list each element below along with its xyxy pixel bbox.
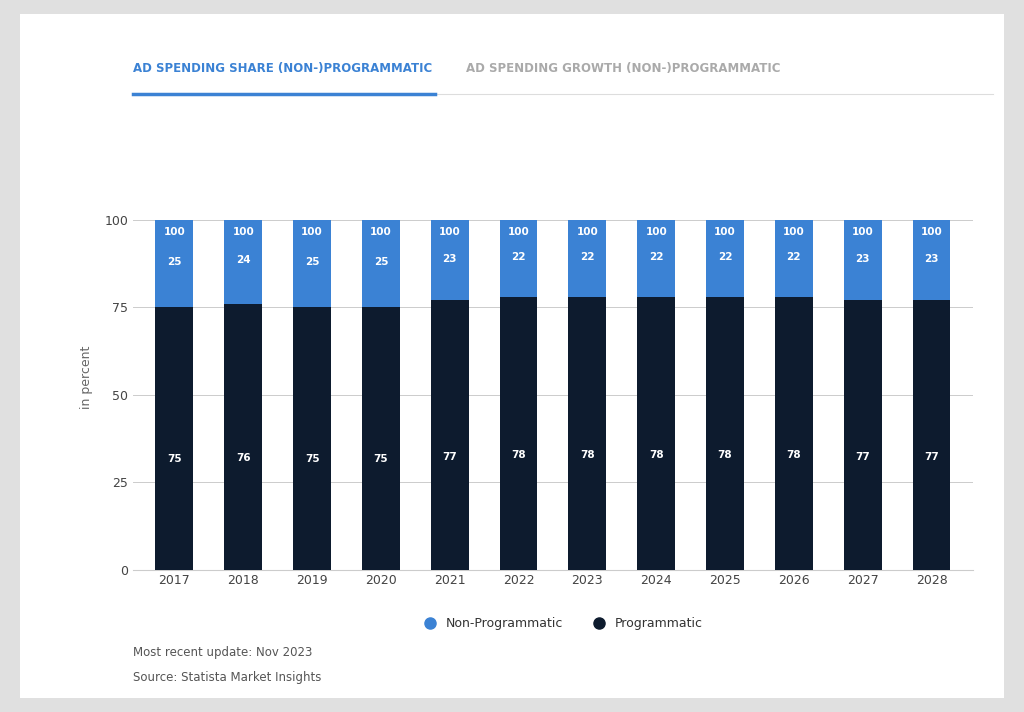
Text: 75: 75 [374,454,388,464]
Text: 23: 23 [925,253,939,263]
Text: 100: 100 [508,227,529,237]
Text: 100: 100 [439,227,461,237]
Bar [500,220,538,297]
Text: Programmatic: Programmatic [614,617,702,629]
Text: 78: 78 [580,450,595,460]
Bar [637,220,675,297]
Bar [775,297,813,570]
Bar [775,220,813,297]
Bar [844,220,882,300]
Bar [912,300,950,570]
Bar [156,308,194,570]
Bar [293,308,331,570]
Text: Most recent update: Nov 2023: Most recent update: Nov 2023 [133,646,312,659]
Bar [568,297,606,570]
Text: 100: 100 [714,227,736,237]
Text: 23: 23 [855,253,870,263]
Text: 100: 100 [164,227,185,237]
Bar [707,220,744,297]
Text: 100: 100 [370,227,392,237]
Text: 23: 23 [442,253,457,263]
Bar [431,220,469,300]
Text: 77: 77 [924,451,939,461]
Text: 25: 25 [167,257,181,267]
Bar [293,220,331,308]
Bar [156,220,194,308]
Text: Non-Programmatic: Non-Programmatic [445,617,563,629]
Bar [361,220,399,308]
Text: Source: Statista Market Insights: Source: Statista Market Insights [133,671,322,684]
Text: 24: 24 [236,256,251,266]
Text: 25: 25 [305,257,319,267]
Text: 77: 77 [855,451,870,461]
Y-axis label: in percent: in percent [80,345,93,409]
Text: AD SPENDING SHARE (NON-)PROGRAMMATIC: AD SPENDING SHARE (NON-)PROGRAMMATIC [133,62,432,75]
Text: 25: 25 [374,257,388,267]
Text: 78: 78 [511,450,526,460]
Bar [224,220,262,304]
Text: 22: 22 [511,252,525,262]
Bar [224,304,262,570]
Text: 75: 75 [167,454,181,464]
Text: 22: 22 [786,252,801,262]
Text: 78: 78 [649,450,664,460]
Text: 22: 22 [718,252,732,262]
Text: 100: 100 [645,227,667,237]
Bar [912,220,950,300]
Bar [637,297,675,570]
Bar [568,220,606,297]
Text: 78: 78 [786,450,801,460]
Text: 78: 78 [718,450,732,460]
Bar [500,297,538,570]
Text: 100: 100 [852,227,873,237]
Text: 100: 100 [577,227,598,237]
Text: 22: 22 [581,252,595,262]
Text: 100: 100 [232,227,254,237]
Text: 100: 100 [301,227,323,237]
Bar [361,308,399,570]
Text: 100: 100 [783,227,805,237]
Text: 76: 76 [236,453,251,463]
Bar [707,297,744,570]
Text: 100: 100 [921,227,942,237]
Bar [431,300,469,570]
Text: 75: 75 [305,454,319,464]
Text: 77: 77 [442,451,457,461]
Text: 22: 22 [649,252,664,262]
Text: AD SPENDING GROWTH (NON-)PROGRAMMATIC: AD SPENDING GROWTH (NON-)PROGRAMMATIC [466,62,780,75]
Bar [844,300,882,570]
